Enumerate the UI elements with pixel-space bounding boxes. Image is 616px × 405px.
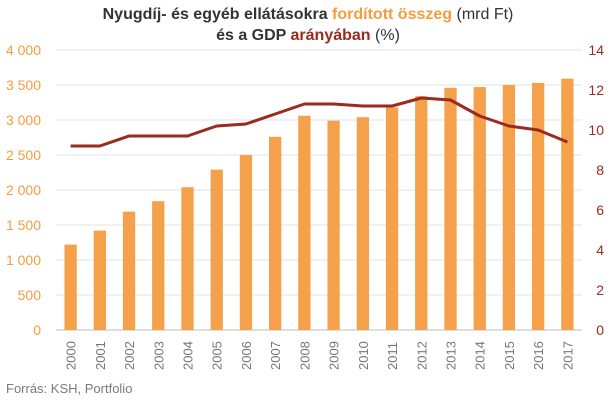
bar <box>239 155 253 330</box>
left-axis-tick-label: 500 <box>18 287 42 303</box>
title-line1-part1: Nyugdíj- és egyéb ellátásokra <box>102 6 333 23</box>
chart-title: Nyugdíj- és egyéb ellátásokra fordított … <box>0 4 616 46</box>
left-axis: 0 500 1 000 1 500 2 000 2 500 3 000 3 500 4 000 <box>6 42 41 338</box>
x-axis-tick-label: 2015 <box>502 341 517 370</box>
bar <box>64 244 77 330</box>
title-line-1: Nyugdíj- és egyéb ellátásokra fordított … <box>0 4 616 25</box>
x-axis-tick-label: 2004 <box>181 341 196 370</box>
left-axis-tick-label: 4 000 <box>6 42 41 58</box>
bar <box>269 136 282 330</box>
bar <box>122 211 136 330</box>
left-axis-tick-label: 3 000 <box>6 112 41 128</box>
bar <box>532 82 545 331</box>
bars <box>64 78 574 331</box>
title-line2-highlight: arányában <box>290 27 371 44</box>
line-series <box>70 96 568 148</box>
x-axis-tick-label: 2007 <box>268 341 283 370</box>
bar <box>93 230 106 330</box>
bar <box>502 85 516 330</box>
x-axis-tick-label: 2012 <box>414 341 429 370</box>
right-axis-tick-label: 6 <box>596 202 604 218</box>
right-axis-tick-label: 4 <box>596 242 604 258</box>
left-axis-tick-label: 2 000 <box>6 182 41 198</box>
bar <box>327 120 340 330</box>
right-axis-tick-label: 14 <box>588 42 604 58</box>
title-line2-part2: (%) <box>370 27 400 44</box>
x-axis-tick-label: 2017 <box>560 341 575 370</box>
left-axis-tick-label: 1 000 <box>6 252 41 268</box>
title-line-2: és a GDP arányában (%) <box>0 25 616 46</box>
x-axis-tick-label: 2000 <box>64 341 79 370</box>
right-axis-tick-label: 10 <box>588 122 604 138</box>
x-axis-tick-label: 2002 <box>122 341 137 370</box>
x-axis-tick-label: 2001 <box>93 341 108 370</box>
x-axis-tick-label: 2010 <box>356 341 371 370</box>
bar <box>415 96 428 330</box>
left-axis-tick-label: 1 500 <box>6 217 41 233</box>
bar <box>385 107 399 331</box>
title-line1-highlight: fordított összeg <box>332 6 453 23</box>
bar <box>356 117 369 330</box>
grid-lines <box>56 49 582 331</box>
right-axis-tick-label: 2 <box>596 282 604 298</box>
x-axis-tick-label: 2016 <box>531 341 546 370</box>
bar <box>298 115 311 330</box>
right-axis-tick-label: 12 <box>588 82 604 98</box>
left-axis-tick-label: 3 500 <box>6 77 41 93</box>
x-axis-tick-label: 2008 <box>297 341 312 370</box>
x-axis-tick-label: 2013 <box>444 341 459 370</box>
right-axis-tick-label: 8 <box>596 162 604 178</box>
x-axis-tick-label: 2006 <box>239 341 254 370</box>
right-axis-tick-label: 0 <box>596 322 604 338</box>
x-axis-tick-label: 2009 <box>327 341 342 370</box>
title-line2-part1: és a GDP <box>216 27 291 44</box>
bar <box>473 87 486 330</box>
left-axis-tick-label: 2 500 <box>6 147 41 163</box>
bar <box>444 87 457 330</box>
x-axis-tick-label: 2011 <box>385 342 400 370</box>
bar <box>210 169 223 330</box>
x-axis: 2000 2001 2002 2003 2004 2005 2006 2007 2008 2009… <box>64 341 576 370</box>
source-note: Forrás: KSH, Portfolio <box>6 381 133 396</box>
x-axis-tick-label: 2005 <box>210 341 225 370</box>
bar <box>181 187 194 330</box>
title-line1-part2: (mrd Ft) <box>452 6 514 23</box>
x-axis-tick-label: 2014 <box>473 341 488 370</box>
right-axis: 0 2 4 6 8 10 12 14 <box>588 42 604 338</box>
gdp-share-line <box>70 96 568 148</box>
bar <box>561 78 574 330</box>
bar <box>152 201 165 330</box>
x-axis-tick-label: 2003 <box>151 341 166 370</box>
left-axis-tick-label: 0 <box>33 322 41 338</box>
